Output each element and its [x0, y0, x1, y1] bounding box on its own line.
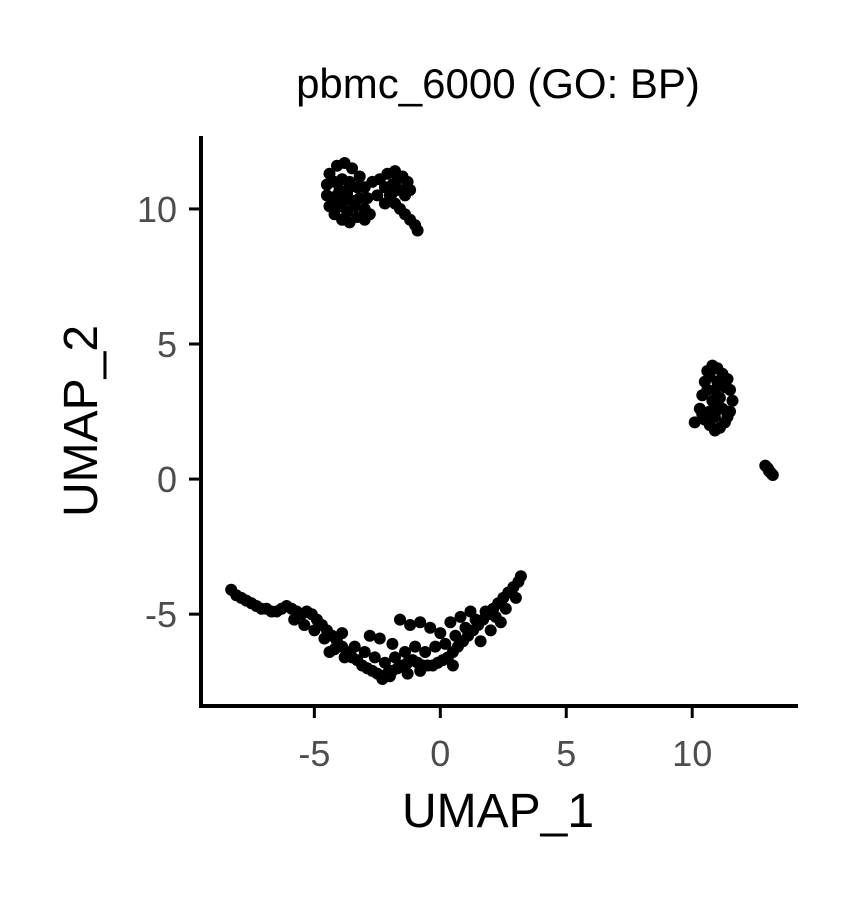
data-point	[378, 656, 391, 669]
data-point	[464, 605, 477, 618]
data-point	[499, 602, 512, 615]
data-point	[494, 616, 507, 629]
x-tick-label: 10	[672, 733, 712, 774]
data-point	[514, 570, 527, 583]
y-tick-label: 5	[157, 324, 177, 365]
data-point	[509, 591, 522, 604]
data-point	[439, 637, 452, 650]
data-point	[474, 635, 487, 648]
data-point	[288, 613, 301, 626]
data-point	[424, 621, 437, 634]
data-point	[711, 400, 724, 413]
data-point	[298, 619, 311, 631]
data-point	[688, 416, 701, 429]
data-point	[358, 646, 371, 658]
data-point	[363, 629, 376, 642]
data-point	[348, 640, 361, 653]
data-point	[401, 667, 414, 680]
data-point	[404, 619, 417, 631]
data-point	[708, 410, 721, 423]
y-tick-label: -5	[145, 594, 177, 635]
data-point	[389, 165, 401, 178]
data-point	[346, 162, 359, 175]
data-point	[459, 621, 472, 634]
data-point	[378, 197, 391, 210]
data-point	[383, 670, 396, 683]
data-point	[353, 170, 366, 183]
data-point	[429, 640, 442, 653]
data-point	[414, 616, 427, 629]
data-point	[363, 208, 376, 221]
data-point	[419, 646, 432, 658]
data-point	[371, 189, 384, 202]
data-point	[414, 664, 427, 677]
data-point	[331, 189, 343, 202]
chart-title: pbmc_6000 (GO: BP)	[296, 60, 700, 107]
data-point	[368, 651, 381, 664]
data-point	[318, 632, 331, 645]
x-tick-label: 5	[556, 733, 576, 774]
data-point	[479, 605, 492, 618]
y-tick-label: 10	[137, 189, 177, 230]
x-axis-ticks: -5 0 5 10	[298, 706, 712, 774]
data-point	[386, 186, 399, 199]
y-axis-ticks: -5 0 5 10	[137, 189, 201, 635]
data-point	[399, 646, 411, 658]
points-layer	[225, 157, 779, 685]
x-tick-label: 0	[430, 733, 450, 774]
data-point	[726, 394, 739, 407]
data-point	[454, 610, 467, 623]
data-point	[389, 651, 401, 664]
data-point	[766, 469, 779, 481]
x-tick-label: -5	[298, 733, 330, 774]
data-point	[444, 616, 457, 629]
y-axis-title: UMAP_2	[55, 325, 108, 517]
data-point	[721, 410, 734, 423]
data-point	[338, 651, 351, 664]
data-point	[373, 632, 386, 645]
data-point	[446, 659, 459, 672]
data-point	[703, 370, 716, 383]
data-point	[701, 383, 714, 396]
data-point	[449, 629, 462, 642]
data-point	[394, 613, 406, 626]
data-point	[409, 640, 422, 653]
data-point	[386, 637, 399, 650]
data-point	[343, 181, 356, 194]
data-point	[323, 646, 336, 658]
data-point	[308, 624, 321, 637]
y-tick-label: 0	[157, 459, 177, 500]
data-point	[336, 627, 349, 640]
data-point	[484, 624, 497, 637]
data-point	[434, 627, 447, 640]
data-point	[718, 381, 731, 394]
data-point	[696, 408, 709, 421]
data-point	[411, 224, 424, 237]
x-axis-title: UMAP_1	[402, 785, 594, 838]
